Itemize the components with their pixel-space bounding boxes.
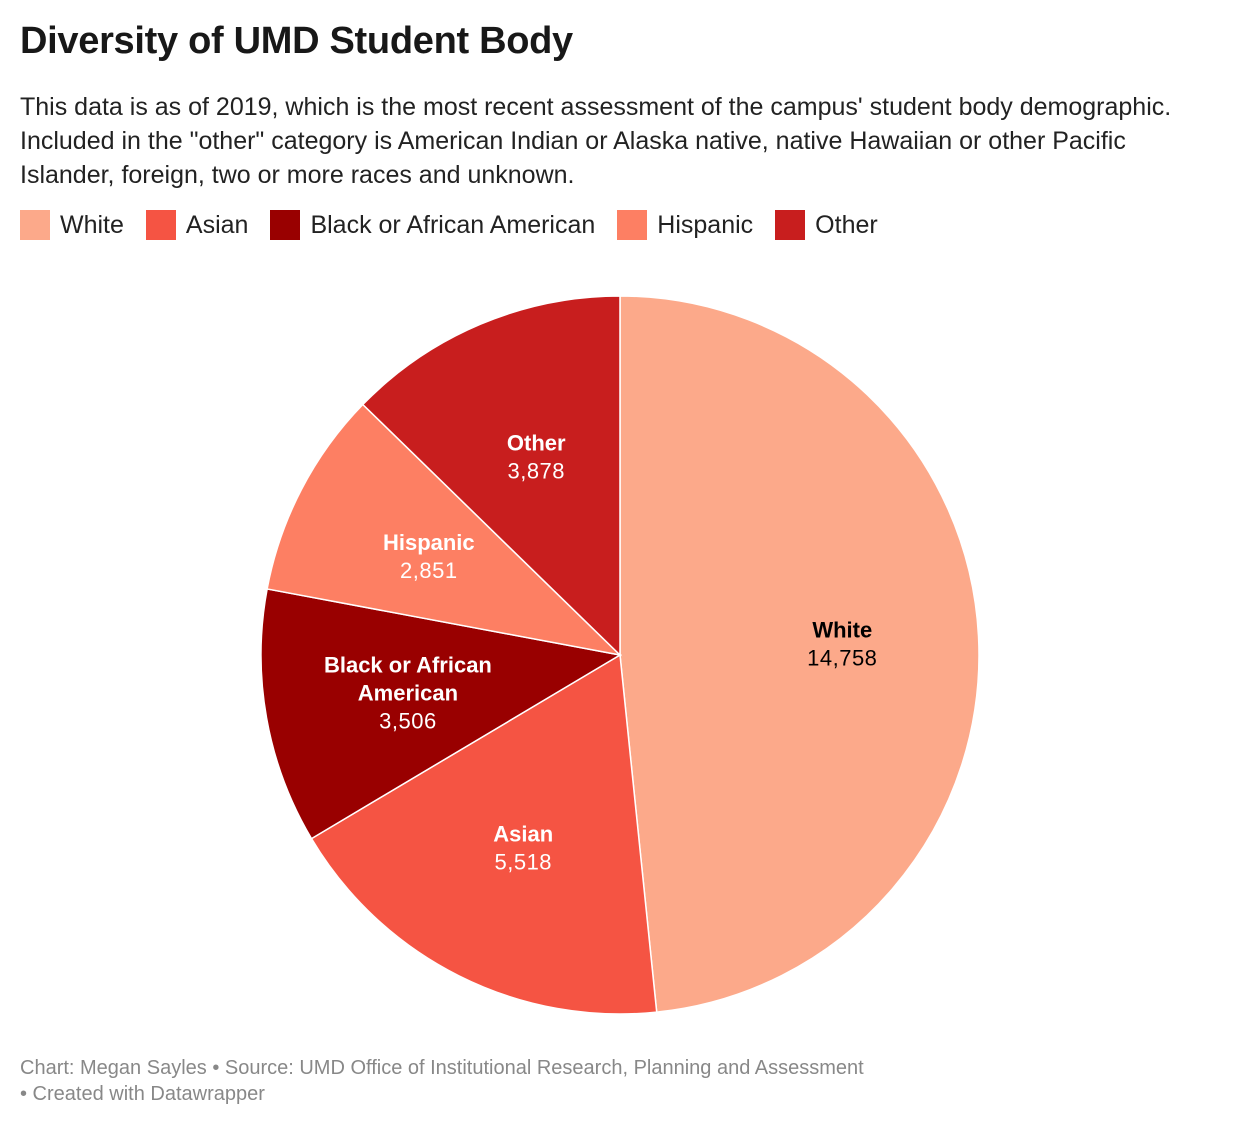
chart-title: Diversity of UMD Student Body <box>20 20 573 62</box>
footer-created-with: • Created with Datawrapper <box>20 1083 265 1105</box>
slice-value-white: 14,758 <box>807 646 877 671</box>
slice-value-hispanic: 2,851 <box>400 558 458 583</box>
slice-value-black-or-african-american: 3,506 <box>379 709 437 734</box>
legend-swatch-other <box>775 210 806 240</box>
legend-item-white: White <box>20 210 124 240</box>
legend-item-asian: Asian <box>145 210 249 240</box>
legend-swatch-white <box>20 210 50 240</box>
slice-label-asian: Asian <box>493 821 553 846</box>
slice-value-other: 3,878 <box>507 459 565 484</box>
legend-label-black: Black or African American <box>310 210 596 239</box>
slice-value-asian: 5,518 <box>494 849 552 874</box>
legend-label-asian: Asian <box>185 210 249 239</box>
slice-label-hispanic: Hispanic <box>383 530 475 555</box>
slice-label-white: White <box>812 618 872 643</box>
legend-item-other: Other <box>775 210 878 240</box>
legend-item-black: Black or African American <box>270 210 595 240</box>
legend-swatch-asian <box>145 210 176 240</box>
footer-credit: Chart: Megan Sayles • Source: UMD Office… <box>20 1057 864 1079</box>
legend-swatch-hispanic <box>617 210 648 240</box>
legend: White Asian Black or African American Hi… <box>20 210 900 240</box>
pie-slice-white <box>619 295 980 1013</box>
chart-description: This data is as of 2019, which is the mo… <box>20 93 1172 189</box>
slice-label-black-or-african-american: Black or African American <box>324 653 492 706</box>
pie-slice-asian <box>310 653 658 1015</box>
pie-slice-hispanic <box>266 403 623 657</box>
legend-item-hispanic: Hispanic <box>617 210 753 240</box>
slice-label-other: Other <box>507 431 566 456</box>
legend-label-white: White <box>60 210 124 239</box>
chart-footer: Chart: Megan Sayles • Source: UMD Office… <box>20 1055 1020 1107</box>
legend-swatch-black <box>270 210 301 240</box>
legend-label-hispanic: Hispanic <box>657 210 754 239</box>
pie-slice-black-or-african-american <box>260 588 623 840</box>
pie-slice-other <box>361 295 621 657</box>
legend-label-other: Other <box>815 210 878 239</box>
